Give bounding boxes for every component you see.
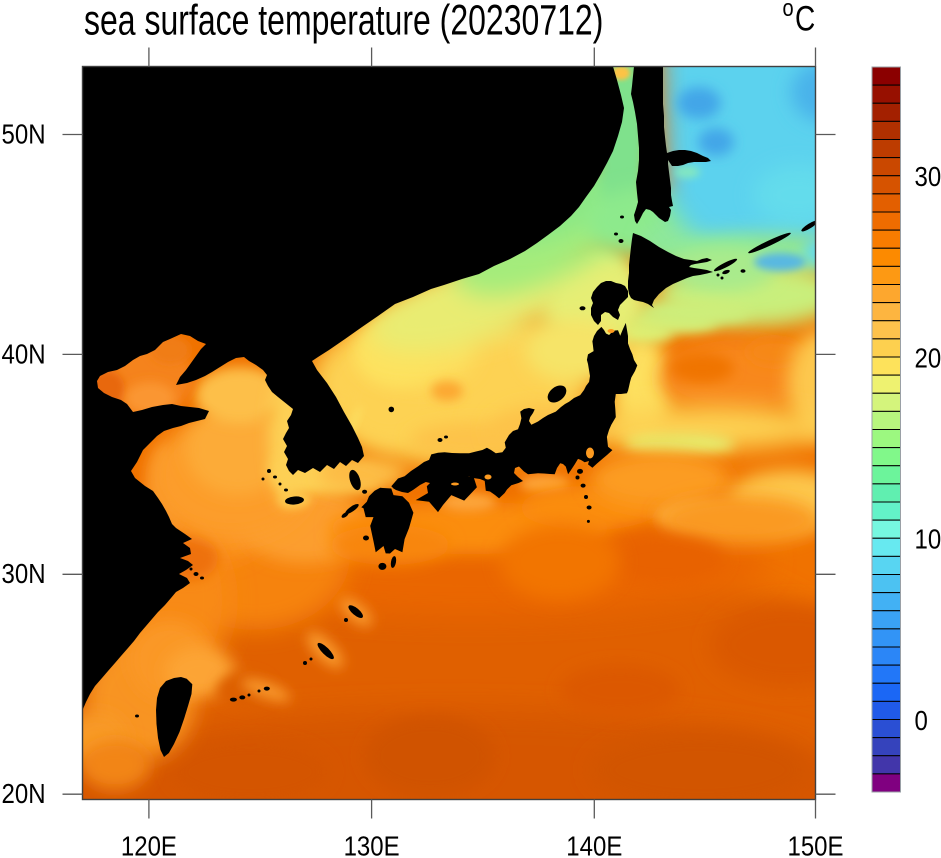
svg-text:40N: 40N xyxy=(2,338,46,370)
svg-text:140E: 140E xyxy=(566,830,622,858)
svg-text:20N: 20N xyxy=(2,777,46,809)
svg-text:130E: 130E xyxy=(344,830,400,858)
svg-text:20: 20 xyxy=(915,342,941,374)
svg-text:30: 30 xyxy=(915,160,941,192)
svg-text:o: o xyxy=(783,0,794,21)
svg-text:50N: 50N xyxy=(2,118,46,150)
svg-text:150E: 150E xyxy=(787,830,843,858)
svg-text:10: 10 xyxy=(915,523,941,555)
svg-text:120E: 120E xyxy=(121,830,177,858)
svg-text:0: 0 xyxy=(915,704,928,736)
svg-text:sea surface temperature (20230: sea surface temperature (20230712) xyxy=(84,0,603,45)
svg-text:C: C xyxy=(795,0,815,38)
svg-text:30N: 30N xyxy=(2,557,46,589)
